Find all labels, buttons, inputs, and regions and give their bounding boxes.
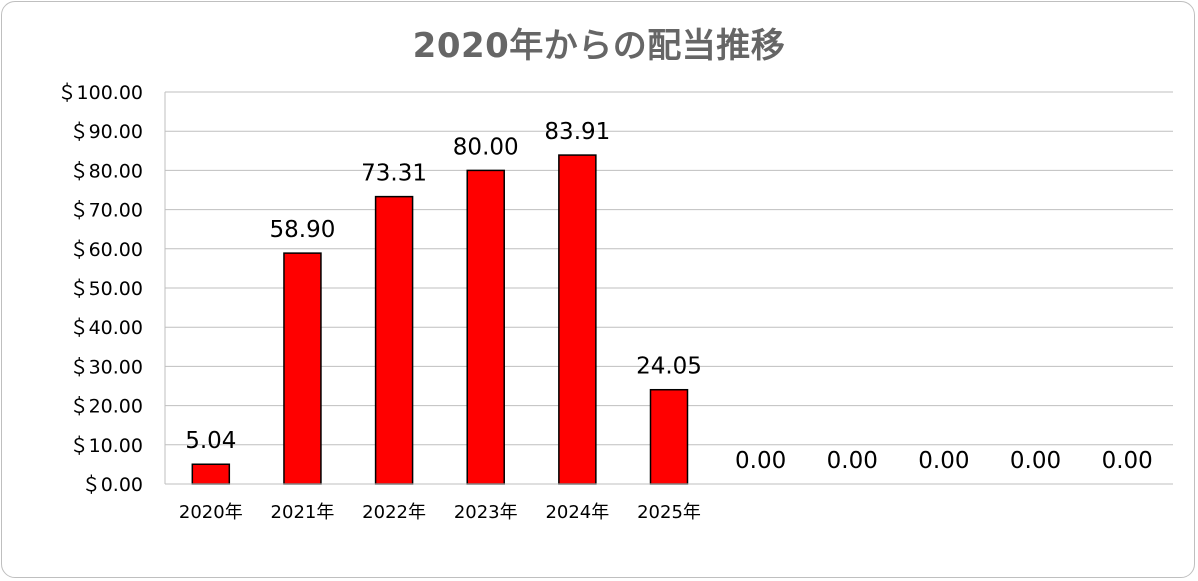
y-tick-label: ＄0.00 [82, 474, 143, 496]
bar [374, 195, 414, 485]
y-tick-label: ＄30.00 [70, 356, 143, 378]
x-tick-label: 2020年 [179, 502, 243, 523]
y-tick-label: ＄70.00 [70, 200, 143, 222]
x-tick-label: 2022年 [362, 502, 426, 523]
bar [558, 154, 597, 485]
x-tick-label: 2021年 [271, 502, 335, 523]
data-label: 80.00 [453, 134, 519, 160]
chart-title: 2020年からの配当推移 [412, 26, 786, 66]
y-axis-ticks: ＄0.00 ＄10.00 ＄20.00 ＄30.00 ＄40.00 ＄50.00 ＄60.0… [58, 82, 143, 496]
data-label: 0.00 [827, 448, 878, 474]
data-label: 0.00 [1102, 448, 1153, 474]
data-labels: 5.04 58.90 73.31 80.00 83.91 24.05 0.00 0.00 0.0… [185, 119, 1153, 474]
data-label: 0.00 [918, 448, 969, 474]
y-tick-label: ＄20.00 [70, 396, 143, 418]
y-tick-label: ＄100.00 [58, 82, 143, 104]
x-tick-label: 2024年 [545, 502, 609, 523]
x-axis-ticks: 2020年 2021年 2022年 2023年 2024年 2025年 [179, 502, 701, 523]
data-label: 58.90 [270, 217, 336, 243]
data-label: 0.00 [735, 448, 786, 474]
y-tick-label: ＄40.00 [70, 317, 143, 339]
bar [466, 169, 505, 485]
data-label: 73.31 [361, 161, 427, 187]
axes [164, 92, 1173, 485]
bars [191, 154, 689, 485]
y-tick-label: ＄80.00 [70, 160, 143, 182]
y-tick-label: ＄10.00 [70, 435, 143, 457]
gridlines [165, 91, 1173, 446]
data-label: 24.05 [636, 354, 702, 380]
y-tick-label: ＄90.00 [70, 121, 143, 143]
x-tick-label: 2023年 [454, 502, 518, 523]
bar [283, 252, 322, 485]
data-label: 83.91 [544, 119, 610, 145]
data-label: 5.04 [185, 428, 236, 454]
y-tick-label: ＄60.00 [70, 239, 143, 261]
data-label: 0.00 [1010, 448, 1061, 474]
y-tick-label: ＄50.00 [70, 278, 143, 300]
bar [191, 463, 231, 485]
bar [649, 388, 689, 485]
x-tick-label: 2025年 [637, 502, 701, 523]
